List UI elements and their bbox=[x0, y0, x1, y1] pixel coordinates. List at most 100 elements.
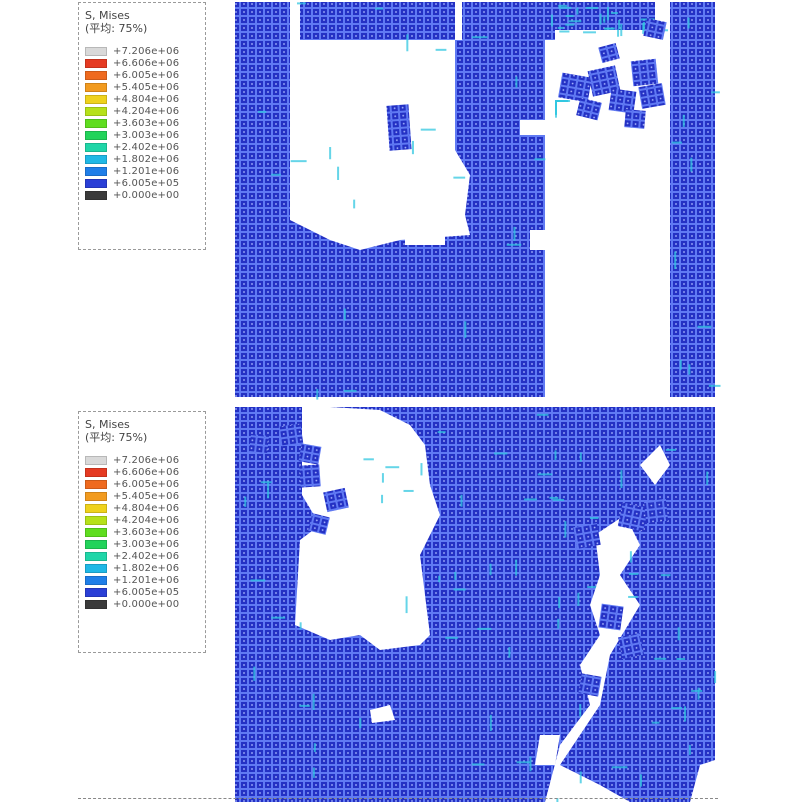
mesh-fragment bbox=[578, 673, 602, 697]
stress-highlight bbox=[477, 627, 492, 630]
mesh-fragment bbox=[598, 603, 624, 631]
stress-highlight bbox=[438, 575, 441, 583]
stress-highlight bbox=[620, 24, 623, 37]
legend-swatch bbox=[85, 166, 107, 176]
legend-swatch bbox=[85, 94, 107, 104]
stress-highlight bbox=[453, 176, 466, 179]
stress-highlight bbox=[363, 458, 374, 461]
stress-highlight bbox=[258, 110, 267, 113]
stress-highlight bbox=[558, 6, 572, 9]
stress-highlight bbox=[385, 466, 400, 469]
mesh-fragment bbox=[630, 58, 659, 87]
stress-highlight bbox=[381, 494, 384, 504]
mesh-fragment bbox=[323, 487, 349, 513]
stress-highlight bbox=[579, 771, 582, 784]
mesh-fragment bbox=[643, 498, 669, 524]
stress-highlight bbox=[271, 616, 286, 619]
legend-entry: +4.804e+06 bbox=[85, 93, 199, 105]
legend-label: +6.606e+06 bbox=[113, 57, 180, 69]
stress-highlight bbox=[489, 714, 492, 732]
legend-label: +2.402e+06 bbox=[113, 550, 180, 562]
stress-highlight bbox=[679, 360, 682, 370]
legend-swatch bbox=[85, 467, 107, 477]
legend-entry: +1.802e+06 bbox=[85, 562, 199, 574]
legend-label: +2.402e+06 bbox=[113, 141, 180, 153]
stress-highlight bbox=[687, 17, 690, 29]
stress-highlight bbox=[579, 704, 582, 717]
stress-highlight bbox=[316, 388, 319, 400]
legend-label: +3.603e+06 bbox=[113, 117, 180, 129]
legend-swatch bbox=[85, 575, 107, 585]
mesh-fragment bbox=[299, 464, 321, 488]
legend-swatch bbox=[85, 455, 107, 465]
stress-highlight bbox=[557, 618, 560, 629]
stress-highlight bbox=[682, 114, 685, 128]
legend-bottom: S, Mises (平均: 75%) +7.206e+06 +6.606e+06… bbox=[78, 411, 206, 653]
stress-highlight bbox=[454, 571, 457, 580]
stress-highlight bbox=[690, 157, 693, 172]
legend-swatch bbox=[85, 515, 107, 525]
stress-highlight bbox=[565, 23, 575, 26]
legend-entry: +6.005e+06 bbox=[85, 478, 199, 490]
damage-void bbox=[405, 235, 445, 245]
legend-swatch bbox=[85, 82, 107, 92]
stress-highlight bbox=[611, 766, 628, 769]
stress-highlight bbox=[558, 4, 567, 7]
stress-highlight bbox=[552, 498, 565, 501]
stress-highlight bbox=[420, 463, 423, 476]
stress-highlight bbox=[537, 473, 553, 476]
stress-highlight bbox=[250, 579, 266, 582]
stress-highlight bbox=[549, 496, 559, 499]
legend-entry: +1.802e+06 bbox=[85, 153, 199, 165]
mesh-fragment bbox=[558, 72, 592, 103]
stress-highlight bbox=[260, 481, 272, 484]
legend-label: +1.802e+06 bbox=[113, 562, 180, 574]
legend-subtitle: (平均: 75%) bbox=[85, 22, 148, 35]
stress-highlight bbox=[267, 482, 270, 499]
legend-label: +0.000e+00 bbox=[113, 189, 180, 201]
stress-highlight bbox=[299, 704, 310, 707]
legend-entry: +7.206e+06 bbox=[85, 45, 199, 57]
legend-swatch bbox=[85, 190, 107, 200]
legend-swatch bbox=[85, 154, 107, 164]
stress-highlight bbox=[550, 14, 553, 27]
mesh-fragment bbox=[386, 104, 412, 151]
legend-entry: +6.005e+05 bbox=[85, 586, 199, 598]
stress-highlight bbox=[244, 496, 247, 507]
damage-void bbox=[520, 120, 545, 135]
stress-highlight bbox=[589, 517, 599, 520]
damage-void bbox=[290, 2, 300, 40]
mesh-fragment bbox=[617, 632, 645, 660]
stress-highlight bbox=[405, 596, 408, 614]
legend-swatch bbox=[85, 539, 107, 549]
stress-highlight bbox=[290, 160, 307, 163]
legend-label: +3.603e+06 bbox=[113, 526, 180, 538]
legend-subtitle: (平均: 75%) bbox=[85, 431, 148, 444]
stress-highlight bbox=[583, 31, 596, 34]
mesh-fragment bbox=[278, 423, 304, 447]
legend-swatch bbox=[85, 106, 107, 116]
legend-label: +6.005e+06 bbox=[113, 478, 180, 490]
legend-entry: +3.603e+06 bbox=[85, 526, 199, 538]
mesh-fragment bbox=[573, 523, 601, 549]
legend-swatch bbox=[85, 130, 107, 140]
mesh-region bbox=[670, 2, 715, 397]
legend-rows: +7.206e+06 +6.606e+06 +6.005e+06 +5.405e… bbox=[85, 454, 199, 610]
legend-entry: +5.405e+06 bbox=[85, 81, 199, 93]
mesh-plot-bottom bbox=[235, 407, 717, 802]
stress-highlight bbox=[642, 23, 645, 34]
mesh-fragment bbox=[298, 443, 322, 465]
stress-highlight bbox=[603, 16, 606, 23]
legend-swatch bbox=[85, 178, 107, 188]
legend-swatch bbox=[85, 142, 107, 152]
legend-entry: +3.003e+06 bbox=[85, 129, 199, 141]
stress-highlight bbox=[516, 761, 531, 764]
stress-highlight bbox=[628, 595, 638, 598]
stress-highlight bbox=[508, 647, 511, 658]
stress-highlight bbox=[620, 470, 623, 489]
stress-highlight bbox=[557, 26, 564, 29]
legend-entry: +4.204e+06 bbox=[85, 514, 199, 526]
legend-label: +3.003e+06 bbox=[113, 129, 180, 141]
stress-highlight bbox=[697, 325, 712, 328]
legend-swatch bbox=[85, 527, 107, 537]
